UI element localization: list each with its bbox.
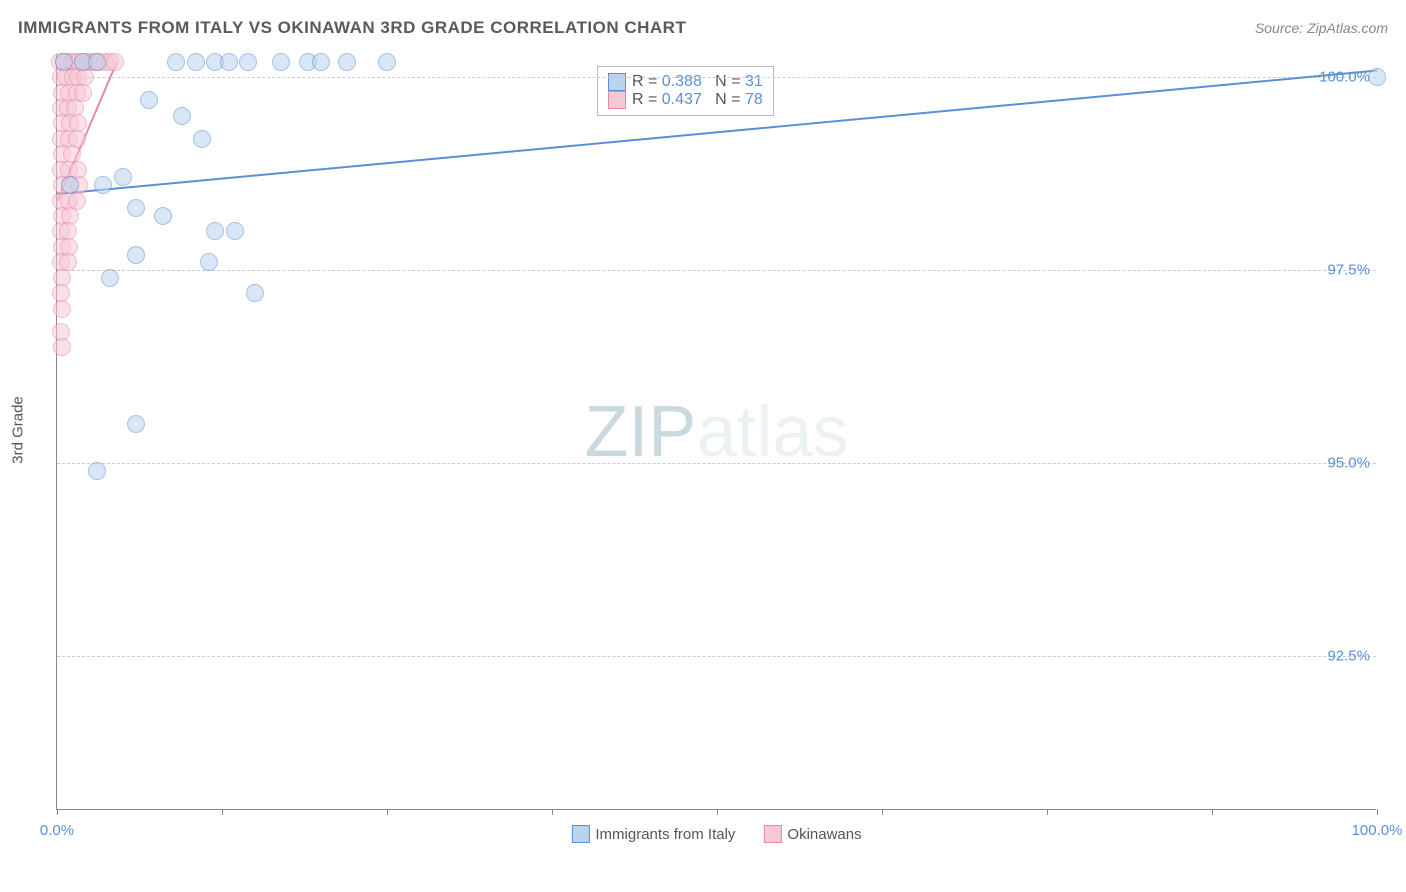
data-point xyxy=(114,168,132,186)
data-point xyxy=(127,415,145,433)
x-tick xyxy=(552,809,553,815)
x-tick xyxy=(222,809,223,815)
x-tick-label: 0.0% xyxy=(40,822,74,839)
stats-row: R = 0.437 N = 78 xyxy=(608,91,763,109)
data-point xyxy=(167,53,185,71)
bottom-legend: Immigrants from Italy Okinawans xyxy=(571,825,861,843)
data-point xyxy=(88,53,106,71)
stats-legend: R = 0.388 N = 31R = 0.437 N = 78 xyxy=(597,66,774,116)
gridline-h xyxy=(57,656,1376,657)
data-point xyxy=(378,53,396,71)
gridline-h xyxy=(57,77,1376,78)
legend-item: Okinawans xyxy=(763,825,861,843)
x-tick xyxy=(1047,809,1048,815)
y-tick-label: 97.5% xyxy=(1327,262,1370,279)
legend-label: Okinawans xyxy=(787,826,861,843)
x-tick xyxy=(1212,809,1213,815)
data-point xyxy=(1368,68,1386,86)
data-point xyxy=(154,207,172,225)
x-tick xyxy=(882,809,883,815)
data-point xyxy=(200,253,218,271)
legend-swatch xyxy=(608,91,626,109)
x-tick xyxy=(387,809,388,815)
x-tick xyxy=(57,809,58,815)
legend-label: Immigrants from Italy xyxy=(595,826,735,843)
x-tick xyxy=(1377,809,1378,815)
y-tick-label: 95.0% xyxy=(1327,454,1370,471)
data-point xyxy=(187,53,205,71)
data-point xyxy=(61,176,79,194)
legend-item: Immigrants from Italy xyxy=(571,825,735,843)
data-point xyxy=(94,176,112,194)
data-point xyxy=(173,107,191,125)
data-point xyxy=(206,222,224,240)
x-tick xyxy=(717,809,718,815)
data-point xyxy=(53,338,71,356)
data-point xyxy=(88,462,106,480)
data-point xyxy=(246,284,264,302)
data-point xyxy=(55,53,73,71)
data-point xyxy=(193,130,211,148)
data-point xyxy=(127,199,145,217)
data-point xyxy=(239,53,257,71)
data-point xyxy=(140,91,158,109)
source-label: Source: ZipAtlas.com xyxy=(1255,20,1388,36)
data-point xyxy=(312,53,330,71)
data-point xyxy=(220,53,238,71)
x-tick-label: 100.0% xyxy=(1352,822,1403,839)
y-tick-label: 92.5% xyxy=(1327,647,1370,664)
gridline-h xyxy=(57,463,1376,464)
legend-swatch xyxy=(763,825,781,843)
data-point xyxy=(338,53,356,71)
gridline-h xyxy=(57,270,1376,271)
data-point xyxy=(106,53,124,71)
y-axis-label: 3rd Grade xyxy=(10,396,27,464)
plot-area: ZIPatlas R = 0.388 N = 31R = 0.437 N = 7… xyxy=(56,54,1376,810)
watermark: ZIPatlas xyxy=(584,391,848,473)
data-point xyxy=(226,222,244,240)
legend-swatch xyxy=(571,825,589,843)
data-point xyxy=(272,53,290,71)
stats-row: R = 0.388 N = 31 xyxy=(608,73,763,91)
legend-swatch xyxy=(608,73,626,91)
data-point xyxy=(127,246,145,264)
data-point xyxy=(101,269,119,287)
chart-title: IMMIGRANTS FROM ITALY VS OKINAWAN 3RD GR… xyxy=(18,18,686,38)
data-point xyxy=(53,300,71,318)
watermark-part1: ZIP xyxy=(584,392,696,472)
watermark-part2: atlas xyxy=(696,392,848,472)
